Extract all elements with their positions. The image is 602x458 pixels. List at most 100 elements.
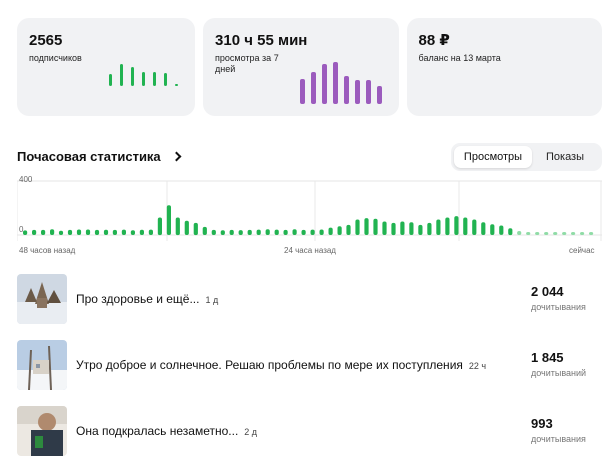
- post-title[interactable]: Она подкралась незаметно... 2 д: [76, 424, 257, 438]
- chart-bar[interactable]: [67, 229, 73, 235]
- mini-bar: [153, 72, 156, 86]
- chart-bar[interactable]: [256, 229, 261, 235]
- balance-card[interactable]: 88 ₽ баланс на 13 марта: [406, 18, 602, 116]
- post-thumbnail: [17, 340, 67, 390]
- chart-bar[interactable]: [229, 229, 234, 235]
- chart-bar[interactable]: [382, 221, 387, 236]
- chart-bar[interactable]: [544, 232, 549, 235]
- subscribers-mini-chart: [109, 64, 186, 86]
- watch-time-label: просмотра за 7 дней: [215, 53, 279, 74]
- watch-time-mini-chart: [300, 62, 388, 104]
- chart-bar[interactable]: [571, 232, 576, 235]
- mini-bar: [311, 72, 317, 104]
- mini-bar: [355, 80, 361, 104]
- watch-time-card[interactable]: 310 ч 55 мин просмотра за 7 дней: [203, 18, 399, 116]
- chart-bar[interactable]: [355, 219, 360, 236]
- chart-bar[interactable]: [589, 232, 594, 235]
- chart-bar[interactable]: [535, 232, 540, 235]
- chart-bar[interactable]: [283, 229, 288, 235]
- chart-bar[interactable]: [157, 217, 162, 236]
- chart-bar[interactable]: [238, 230, 243, 235]
- chart-bar[interactable]: [301, 229, 306, 235]
- chart-bar[interactable]: [175, 217, 180, 236]
- chart-bar[interactable]: [50, 229, 55, 235]
- watch-time-value: 310 ч 55 мин: [215, 32, 308, 49]
- chart-bar[interactable]: [319, 229, 324, 236]
- y-tick-min: 0: [19, 225, 24, 234]
- chart-bar[interactable]: [166, 205, 171, 235]
- chart-bar[interactable]: [436, 219, 441, 236]
- chart-bar[interactable]: [184, 220, 189, 235]
- chart-bar[interactable]: [526, 232, 531, 235]
- balance-label: баланс на 13 марта: [418, 53, 501, 63]
- chart-bar[interactable]: [337, 226, 342, 235]
- chart-bar[interactable]: [373, 218, 378, 235]
- metric-toggle: Просмотры Показы: [451, 143, 602, 171]
- mini-bar: [131, 67, 134, 86]
- mini-bar: [322, 64, 328, 104]
- chart-bar[interactable]: [112, 229, 117, 235]
- chart-bar[interactable]: [517, 231, 522, 235]
- chart-bar[interactable]: [400, 221, 405, 236]
- chart-bar[interactable]: [472, 219, 477, 236]
- chart-bar[interactable]: [76, 229, 82, 236]
- chart-bar[interactable]: [41, 229, 46, 235]
- chart-bar[interactable]: [94, 229, 100, 235]
- chart-bar[interactable]: [211, 229, 216, 235]
- post-age: 2 д: [244, 427, 258, 437]
- chart-bar[interactable]: [346, 224, 351, 235]
- post-title[interactable]: Утро доброе и солнечное. Решаю проблемы …: [76, 358, 486, 372]
- mini-bar: [333, 62, 339, 104]
- chart-bar[interactable]: [121, 229, 126, 235]
- chart-bar[interactable]: [391, 222, 396, 236]
- chart-bar[interactable]: [85, 229, 91, 236]
- x-label-mid: 24 часа назад: [284, 246, 336, 255]
- mini-bar: [366, 80, 372, 104]
- mini-bar: [109, 74, 112, 86]
- subscribers-value: 2565: [29, 32, 63, 49]
- chart-bar[interactable]: [265, 229, 270, 235]
- chart-bar[interactable]: [148, 229, 153, 235]
- chart-bar[interactable]: [553, 232, 558, 235]
- chart-bar[interactable]: [508, 228, 513, 236]
- chart-bar[interactable]: [310, 229, 315, 235]
- chart-bar[interactable]: [580, 232, 585, 235]
- chart-bar[interactable]: [454, 216, 459, 235]
- chart-bar[interactable]: [139, 229, 144, 235]
- chart-bar[interactable]: [463, 217, 468, 236]
- chart-bar[interactable]: [193, 222, 198, 236]
- chart-bar[interactable]: [328, 227, 333, 235]
- list-item[interactable]: Утро доброе и солнечное. Решаю проблемы …: [17, 338, 602, 404]
- list-item[interactable]: Про здоровье и ещё... 1 д 2 044 дочитыван…: [17, 272, 602, 338]
- chart-bar[interactable]: [23, 230, 28, 235]
- chart-bar[interactable]: [481, 222, 486, 235]
- chart-bar[interactable]: [103, 229, 109, 235]
- chart-bar[interactable]: [220, 230, 225, 235]
- chart-bar[interactable]: [247, 229, 252, 235]
- x-label-end: сейчас: [569, 246, 595, 255]
- chart-bar[interactable]: [364, 218, 369, 235]
- tab-views[interactable]: Просмотры: [454, 146, 532, 168]
- chart-bar[interactable]: [499, 225, 504, 235]
- chart-bar[interactable]: [202, 226, 207, 235]
- chart-bar[interactable]: [32, 229, 37, 235]
- chart-bar[interactable]: [418, 224, 423, 235]
- chart-bar[interactable]: [427, 222, 432, 236]
- chart-bar[interactable]: [58, 230, 64, 235]
- tab-impressions[interactable]: Показы: [545, 151, 585, 163]
- hourly-stats-link[interactable]: Почасовая статистика: [17, 149, 182, 164]
- chart-bar[interactable]: [562, 232, 567, 235]
- mini-bar: [142, 72, 145, 86]
- mini-bar: [344, 76, 350, 104]
- chart-bar[interactable]: [490, 224, 495, 235]
- subscribers-card[interactable]: 2565 подписчиков: [17, 18, 196, 116]
- post-title[interactable]: Про здоровье и ещё... 1 д: [76, 292, 218, 306]
- mini-bar: [120, 64, 123, 86]
- chart-bar[interactable]: [274, 229, 279, 235]
- chart-bar[interactable]: [409, 222, 414, 235]
- read-count: 1 845: [531, 350, 564, 365]
- chart-bar[interactable]: [292, 229, 297, 235]
- chart-bar[interactable]: [445, 217, 450, 236]
- chart-bar[interactable]: [130, 230, 135, 235]
- list-item[interactable]: Она подкралась незаметно... 2 д 993 дочит…: [17, 404, 602, 458]
